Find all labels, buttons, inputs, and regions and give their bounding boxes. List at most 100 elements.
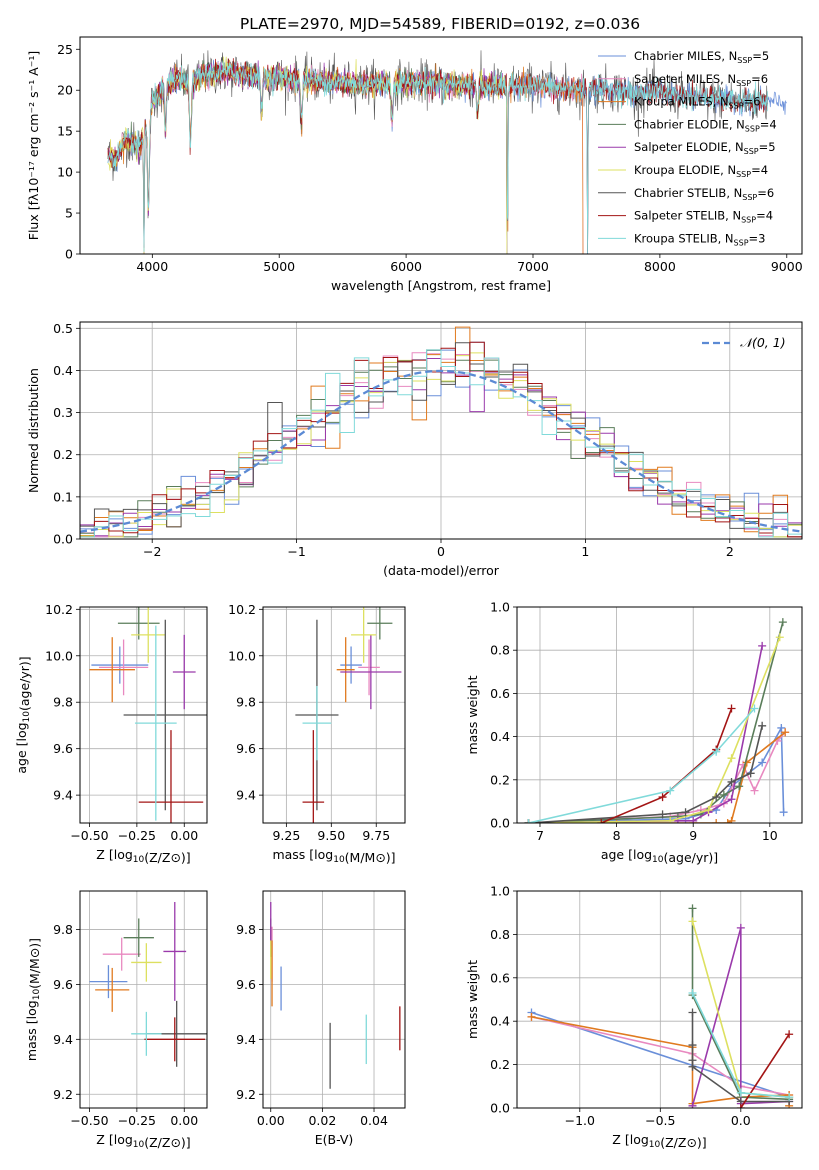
weight-marker	[750, 786, 759, 795]
y-tick-label: 0.4	[490, 729, 510, 744]
weight-marker	[688, 1008, 697, 1017]
x-tick-label: 9.75	[362, 828, 390, 843]
x-tick-label: 9	[689, 828, 697, 843]
y-tick-label: 9.8	[236, 695, 256, 710]
weight-marker	[666, 816, 675, 823]
spectrum-panel: 4000 5000 6000 7000 8000 9000 0 5 10 15 20 25 wavele…	[26, 36, 803, 293]
y-tick-label: 0.6	[490, 686, 510, 701]
x-tick-label: 4000	[136, 259, 168, 274]
histogram-series	[80, 349, 802, 539]
y-tick-label: 9.2	[236, 1087, 256, 1102]
weight-marker	[736, 1088, 745, 1097]
x-tick-label: −0.25	[118, 1113, 156, 1128]
y-tick-label: 0.2	[490, 772, 510, 787]
weight-marker	[778, 618, 787, 627]
x-axis-label: E(B-V)	[315, 1132, 354, 1147]
y-tick-label: 9.4	[53, 788, 73, 803]
weight-marker	[712, 819, 721, 823]
x-tick-label: 1	[581, 544, 589, 559]
weight-marker	[688, 1101, 697, 1108]
legend-entry: 𝒩(0, 1)	[740, 335, 786, 350]
y-tick-label: 20	[57, 83, 73, 98]
x-tick-label: 9.25	[272, 828, 300, 843]
mass-vs-metallicity-panel: −0.50 −0.25 0.00 9.2 9.4 9.6 9.8 Z [log10(Z/Z⊙)…	[24, 890, 208, 1150]
x-tick-label: −1.0	[565, 1113, 595, 1128]
weight-marker	[612, 819, 621, 823]
weight-series-line	[691, 927, 790, 1107]
axes-frame	[516, 890, 803, 1109]
y-axis-label: mass weight	[465, 960, 480, 1039]
weight-marker	[658, 793, 667, 802]
y-axis-label: mass [log10(M/M⊙)]	[24, 938, 42, 1061]
weight-series-line	[528, 636, 781, 823]
age-vs-mass-panel: 9.25 9.50 9.75 9.4 9.6 9.8 10.0 10.2 mass [log10…	[228, 602, 406, 865]
legend-entry: Salpeter STELIB, NSSP=4	[634, 209, 773, 225]
x-tick-label: 7	[536, 828, 544, 843]
legend-entry: Kroupa ELODIE, NSSP=4	[634, 163, 768, 179]
y-tick-label: 0.2	[490, 1057, 510, 1072]
weight-series-line	[740, 1033, 790, 1108]
weight-marker	[735, 782, 744, 791]
weight-marker	[750, 704, 759, 713]
axes-frame	[262, 890, 406, 1109]
weight-marker	[712, 747, 721, 756]
weight-marker	[666, 786, 675, 795]
x-tick-label: 8000	[644, 259, 676, 274]
weight-marker	[758, 641, 767, 650]
x-axis-label: Z [log10(Z/Z⊙)]	[612, 1132, 706, 1150]
axes-frame	[79, 890, 208, 1109]
y-tick-label: 9.6	[53, 741, 73, 756]
y-tick-label: 9.6	[236, 977, 256, 992]
weight-marker	[688, 988, 697, 997]
weight-marker	[727, 704, 736, 713]
weight-marker	[785, 1030, 794, 1039]
x-tick-label: −0.5	[645, 1113, 675, 1128]
weight-marker	[719, 790, 728, 799]
weight-marker	[704, 806, 713, 815]
x-tick-label: 0.00	[257, 1113, 285, 1128]
residual-histogram-panel: −2 −1 0 1 2 0.0 0.1 0.2 0.3 0.4 0.5 (data-model)/er…	[26, 321, 803, 578]
y-tick-label: 0.4	[490, 1014, 510, 1029]
y-tick-label: 1.0	[490, 600, 510, 615]
weight-marker	[681, 808, 690, 817]
mass-weight-vs-metallicity-panel: −1.0 −0.5 0.0 0.0 0.2 0.4 0.6 0.8 1.0 Z [log10(Z/…	[465, 884, 803, 1150]
weight-marker	[597, 819, 606, 823]
weight-marker	[758, 721, 767, 730]
legend-entry: Salpeter ELODIE, NSSP=5	[634, 140, 776, 156]
x-tick-label: 0.00	[170, 1113, 198, 1128]
y-axis-label: age [log10(age/yr)]	[14, 656, 32, 773]
y-tick-label: 10.0	[228, 648, 256, 663]
x-axis-label: mass [log10(M/M⊙)]	[272, 847, 395, 865]
axes-frame	[262, 606, 406, 824]
axes-frame	[79, 606, 208, 824]
y-tick-label: 9.6	[236, 741, 256, 756]
x-tick-label: 7000	[517, 259, 549, 274]
x-tick-label: 9000	[771, 259, 803, 274]
plot-area	[527, 904, 794, 1108]
x-axis-label: age [log10(age/yr)]	[601, 847, 718, 865]
mass-vs-ebv-panel: 0.00 0.02 0.04 9.2 9.4 9.6 9.8 E(B-V)	[236, 890, 406, 1147]
y-tick-label: 9.8	[53, 922, 73, 937]
weight-marker	[727, 777, 736, 786]
x-tick-label: 0	[437, 544, 445, 559]
y-tick-label: 10.2	[228, 602, 256, 617]
y-tick-label: 0.0	[53, 532, 73, 547]
y-axis-label: Normed distribution	[26, 368, 41, 493]
y-tick-label: 0.2	[53, 447, 73, 462]
weight-marker	[779, 808, 788, 817]
x-tick-label: 0.02	[308, 1113, 336, 1128]
x-axis-label: Z [log10(Z/Z⊙)]	[96, 1132, 190, 1150]
weight-marker	[524, 819, 533, 823]
weight-marker	[688, 917, 697, 926]
weight-marker	[688, 1041, 697, 1050]
weight-marker	[777, 723, 786, 732]
axes-frame	[79, 36, 803, 255]
x-tick-label: 10	[762, 828, 778, 843]
normal-reference-curve	[80, 369, 802, 533]
y-tick-label: 1.0	[490, 884, 510, 899]
plot-area	[89, 901, 207, 1067]
y-tick-label: 9.4	[236, 788, 256, 803]
x-tick-label: 2	[726, 544, 734, 559]
y-tick-label: 25	[57, 42, 73, 57]
x-axis-label: wavelength [Angstrom, rest frame]	[331, 278, 551, 293]
